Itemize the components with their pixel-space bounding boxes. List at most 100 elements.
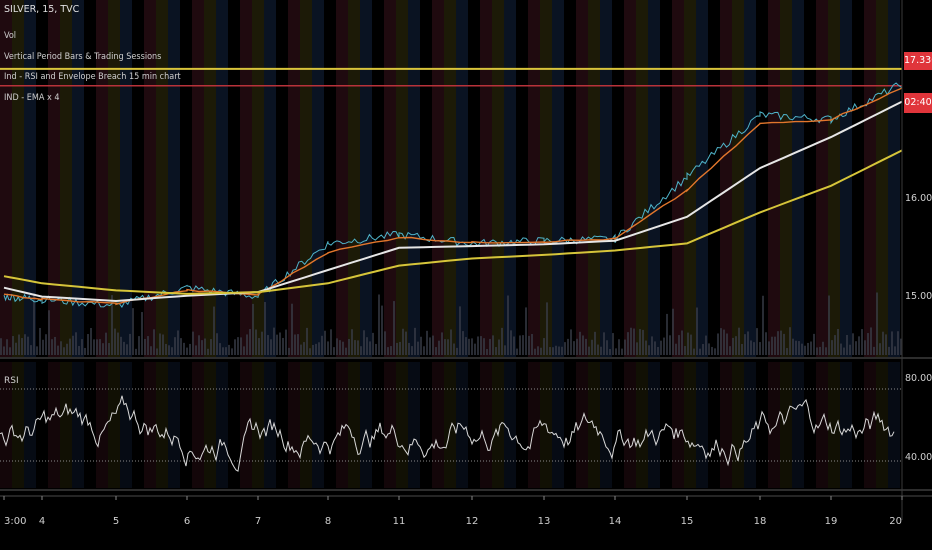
- session-band-rsi: [864, 362, 876, 488]
- indicator-legend: Vol Vertical Period Bars & Trading Sessi…: [4, 26, 181, 108]
- session-band: [60, 0, 72, 357]
- volume-bar: [333, 347, 335, 355]
- volume-bar: [195, 345, 197, 355]
- volume-bar: [159, 333, 161, 355]
- session-band-rsi: [348, 362, 360, 488]
- volume-bar: [462, 331, 464, 355]
- session-band: [876, 0, 888, 357]
- volume-bar: [750, 340, 752, 355]
- session-band: [504, 0, 516, 357]
- session-band: [528, 0, 540, 357]
- volume-bar: [99, 339, 101, 355]
- session-band: [696, 0, 708, 357]
- session-band: [84, 0, 96, 357]
- volume-bar: [819, 346, 821, 355]
- session-band-rsi: [372, 362, 384, 488]
- volume-bar: [561, 346, 563, 355]
- volume-bar: [651, 336, 653, 355]
- volume-bar: [795, 340, 797, 355]
- volume-bar: [513, 336, 515, 355]
- volume-bar: [354, 340, 356, 355]
- x-tick-label: 5: [113, 516, 119, 527]
- session-band: [96, 0, 108, 357]
- volume-bar: [396, 342, 398, 355]
- volume-bar: [102, 343, 104, 355]
- legend-item-rsi-envelope[interactable]: Ind - RSI and Envelope Breach 15 min cha…: [4, 72, 181, 82]
- volume-bar: [246, 334, 248, 355]
- volume-bar: [33, 293, 35, 355]
- volume-bar: [228, 344, 230, 355]
- volume-bar: [180, 338, 182, 355]
- volume-bar: [867, 333, 869, 355]
- volume-bar: [636, 342, 638, 355]
- volume-bar: [150, 346, 152, 355]
- volume-bar: [132, 308, 134, 355]
- volume-bar: [285, 329, 287, 355]
- volume-bar: [276, 334, 278, 355]
- volume-bar: [885, 334, 887, 355]
- volume-bar: [78, 346, 80, 355]
- volume-bar: [897, 331, 899, 355]
- volume-bar: [549, 347, 551, 355]
- volume-bar: [834, 335, 836, 355]
- session-band: [732, 0, 744, 357]
- volume-bar: [594, 331, 596, 355]
- volume-bar: [630, 327, 632, 355]
- volume-bar: [384, 331, 386, 355]
- volume-bar: [654, 341, 656, 355]
- volume-bar: [489, 338, 491, 355]
- volume-bar: [798, 341, 800, 355]
- volume-bar: [234, 339, 236, 355]
- session-band: [576, 0, 588, 357]
- volume-bar: [321, 335, 323, 355]
- volume-bar: [579, 331, 581, 355]
- session-band-rsi: [744, 362, 756, 488]
- volume-bar: [144, 338, 146, 355]
- volume-bar: [111, 295, 113, 355]
- session-band-rsi: [228, 362, 240, 488]
- volume-bar: [825, 347, 827, 355]
- volume-bar: [483, 338, 485, 355]
- volume-bar: [201, 340, 203, 355]
- volume-bar: [126, 344, 128, 355]
- volume-bar: [429, 337, 431, 355]
- volume-bar: [777, 331, 779, 355]
- session-band: [852, 0, 864, 357]
- volume-bar: [369, 341, 371, 355]
- volume-bar: [438, 340, 440, 355]
- volume-bar: [702, 344, 704, 355]
- session-band: [444, 0, 456, 357]
- session-band-rsi: [552, 362, 564, 488]
- volume-bar: [621, 348, 623, 355]
- volume-bar: [816, 347, 818, 355]
- volume-bar: [729, 346, 731, 355]
- legend-item-sessions[interactable]: Vertical Period Bars & Trading Sessions: [4, 51, 162, 62]
- session-band: [540, 0, 552, 357]
- volume-bar: [882, 331, 884, 355]
- legend-item-ema[interactable]: IND - EMA x 4: [4, 92, 60, 103]
- volume-bar: [222, 347, 224, 355]
- x-tick-label: 11: [393, 516, 406, 527]
- volume-bar: [522, 335, 524, 355]
- volume-bar: [183, 342, 185, 355]
- volume-bar: [309, 348, 311, 355]
- volume-bar: [900, 338, 902, 355]
- session-band-rsi: [468, 362, 480, 488]
- volume-bar: [648, 345, 650, 355]
- legend-item-vol[interactable]: Vol: [4, 31, 17, 41]
- volume-bar: [342, 341, 344, 355]
- volume-bar: [756, 328, 758, 355]
- volume-bar: [717, 333, 719, 355]
- volume-bar: [585, 338, 587, 355]
- session-band-rsi: [888, 362, 900, 488]
- volume-bar: [57, 345, 59, 355]
- session-band-rsi: [768, 362, 780, 488]
- volume-bar: [765, 332, 767, 355]
- session-band: [144, 0, 156, 357]
- volume-bar: [294, 334, 296, 355]
- x-tick-label: 4: [39, 516, 45, 527]
- volume-bar: [39, 327, 41, 355]
- volume-bar: [48, 310, 50, 355]
- volume-bar: [570, 329, 572, 355]
